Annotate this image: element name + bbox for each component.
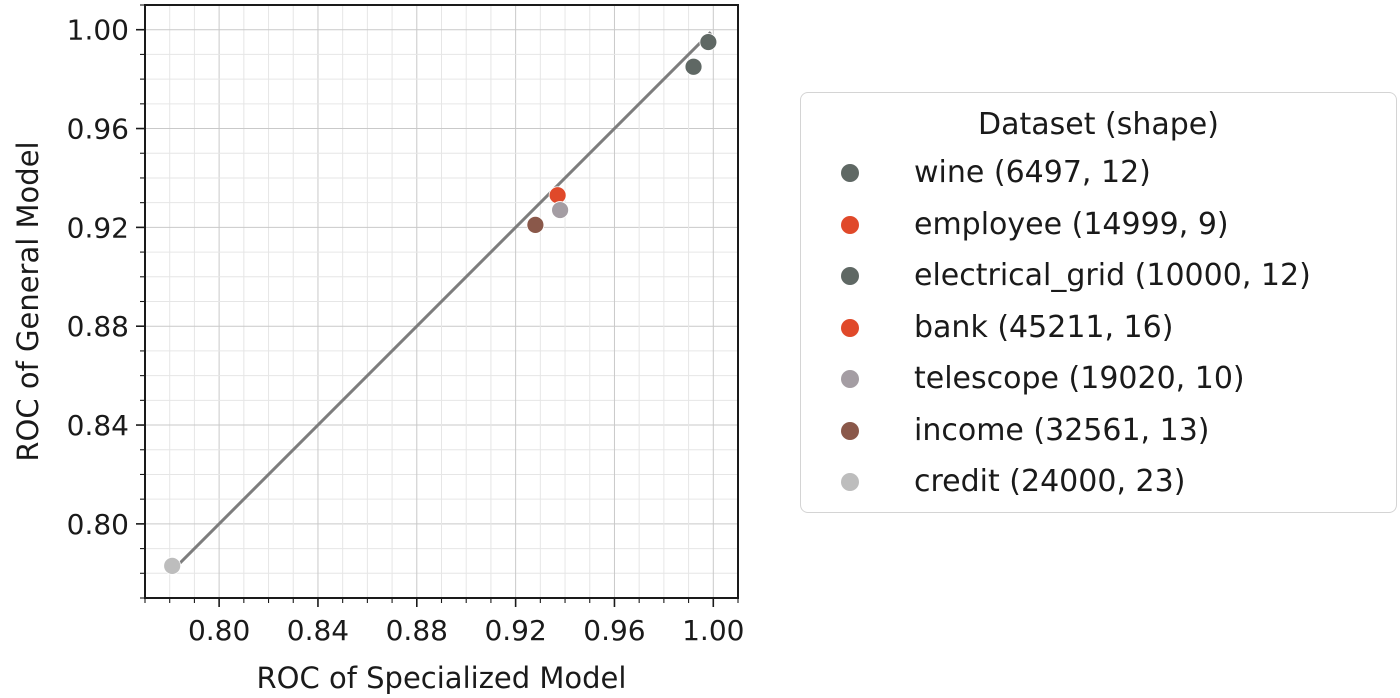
legend-marker: [841, 370, 859, 388]
data-point: [551, 201, 569, 219]
plot-grid: [144, 4, 739, 599]
x-axis-label: ROC of Specialized Model: [257, 661, 627, 695]
y-tick-label: 0.96: [67, 113, 129, 146]
legend-marker: [841, 421, 859, 440]
legend-marker: [841, 215, 859, 234]
diagonal-reference-line: [171, 31, 712, 572]
legend-title: Dataset (shape): [978, 107, 1219, 142]
legend-label: bank (45211, 16): [914, 309, 1174, 345]
y-tick-label: 0.92: [67, 211, 129, 244]
legend-label: electrical_grid (10000, 12): [914, 258, 1311, 293]
legend-label: income (32561, 13): [914, 412, 1210, 448]
legend-label: telescope (19020, 10): [914, 361, 1245, 396]
data-points: [163, 33, 718, 575]
x-tick-label: 1.00: [682, 614, 744, 647]
data-point: [526, 216, 545, 234]
legend-marker: [841, 473, 859, 491]
legend-marker: [841, 318, 859, 337]
data-point: [684, 57, 703, 76]
data-point: [163, 556, 182, 575]
legend-marker: [841, 164, 859, 182]
diagonal-line: [171, 31, 712, 572]
legend-label: employee (14999, 9): [914, 206, 1229, 242]
data-point: [548, 186, 567, 205]
x-tick-label: 0.92: [484, 614, 546, 647]
x-tick-label: 0.84: [287, 614, 349, 647]
x-tick-label: 0.80: [188, 614, 250, 647]
legend-label: wine (6497, 12): [914, 155, 1151, 190]
legend: Dataset (shape) wine (6497, 12) employee …: [800, 92, 1397, 513]
y-tick-label: 0.88: [67, 310, 129, 343]
x-tick-label: 0.88: [386, 614, 448, 647]
y-tick-label: 0.80: [67, 508, 129, 541]
axis-ticks: 0.80 0.84 0.88 0.92 0.96 1.00 0.80 0.84 0.88 0.92…: [67, 4, 744, 647]
legend-marker: [841, 267, 859, 285]
y-tick-label: 1.00: [67, 14, 129, 47]
data-point: [699, 33, 718, 51]
legend-label: credit (24000, 23): [914, 464, 1186, 499]
y-axis-label: ROC of General Model: [11, 141, 45, 461]
x-tick-label: 0.96: [583, 614, 645, 647]
y-tick-label: 0.84: [67, 409, 129, 442]
